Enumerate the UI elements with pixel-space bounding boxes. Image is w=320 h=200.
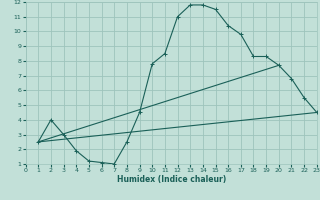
X-axis label: Humidex (Indice chaleur): Humidex (Indice chaleur) [116, 175, 226, 184]
